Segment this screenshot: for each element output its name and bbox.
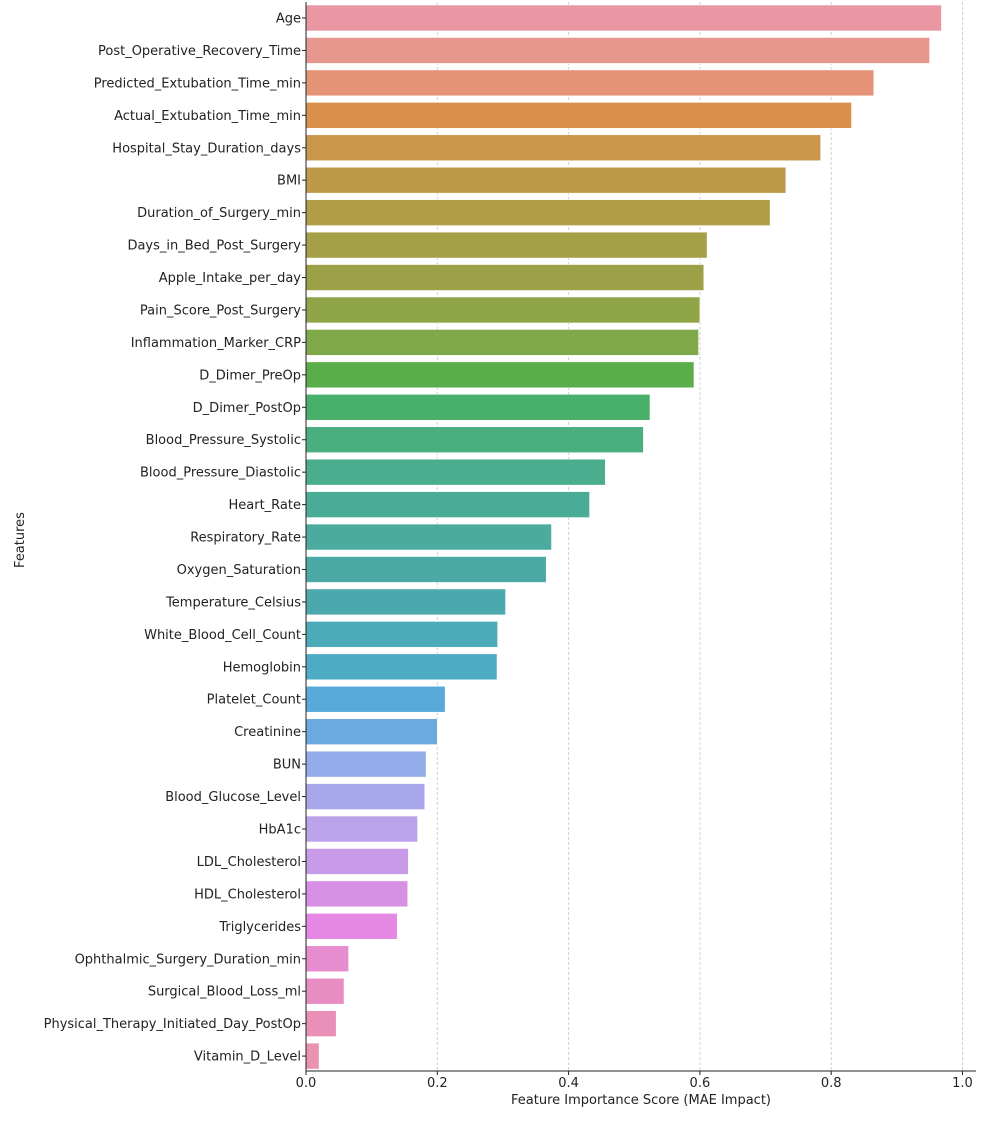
y-tick-labels: Age Post_Operative_Recovery_Time Predicted… — [44, 12, 306, 1065]
y-tick-label: Oxygen_Saturation — [177, 563, 301, 578]
y-tick-label: HbA1c — [259, 823, 301, 838]
bar-hba1c — [305, 815, 418, 843]
x-tick-label: 0.4 — [558, 1076, 579, 1091]
y-tick-label: LDL_Cholesterol — [197, 855, 301, 870]
y-tick-label: Predicted_Extubation_Time_min — [94, 76, 301, 91]
bar-triglycerides — [305, 913, 398, 940]
bar-inflammation-marker-crp — [305, 329, 699, 356]
y-tick-label: Days_in_Bed_Post_Surgery — [127, 239, 301, 254]
y-tick-label: Triglycerides — [218, 920, 301, 935]
bar-predicted-extubation-time-min — [305, 69, 875, 97]
bar-apple-intake-per-day — [305, 264, 705, 291]
y-tick-label: Age — [276, 12, 301, 27]
y-tick-label: Duration_of_Surgery_min — [137, 206, 301, 221]
y-tick-label: Blood_Pressure_Diastolic — [140, 466, 301, 481]
y-tick-label: Hospital_Stay_Duration_days — [112, 141, 301, 156]
bar-ldl-cholesterol — [305, 848, 409, 875]
bars — [305, 4, 942, 1070]
y-tick-label: D_Dimer_PostOp — [193, 401, 301, 416]
bar-blood-glucose-level — [305, 783, 426, 810]
bar-heart-rate — [305, 491, 590, 518]
bar-platelet-count — [305, 685, 446, 713]
bar-d-dimer-postop — [305, 393, 651, 421]
bar-temperature-celsius — [305, 588, 506, 616]
x-tick-labels: 0.0 0.2 0.4 0.6 0.8 1.0 — [296, 1071, 973, 1091]
y-tick-label: Respiratory_Rate — [190, 531, 301, 546]
bar-d-dimer-preop — [305, 361, 695, 389]
bar-age — [305, 4, 942, 32]
y-axis-label: Features — [13, 512, 28, 568]
bar-hdl-cholesterol — [305, 880, 409, 908]
x-tick-label: 1.0 — [952, 1076, 973, 1091]
bar-blood-pressure-diastolic — [305, 458, 606, 486]
bar-vitamin-d-level — [305, 1042, 320, 1070]
bar-blood-pressure-systolic — [305, 426, 644, 454]
bar-physical-therapy-initiated-day-postop — [305, 1010, 337, 1037]
x-tick-label: 0.0 — [296, 1076, 317, 1091]
x-tick-label: 0.6 — [690, 1076, 711, 1091]
y-tick-label: Physical_Therapy_Initiated_Day_PostOp — [44, 1017, 301, 1032]
y-tick-label: Post_Operative_Recovery_Time — [98, 44, 301, 59]
x-axis-label: Feature Importance Score (MAE Impact) — [511, 1093, 771, 1108]
y-tick-label: Surgical_Blood_Loss_ml — [148, 985, 301, 1000]
bar-post-operative-recovery-time — [305, 37, 930, 64]
y-tick-label: Hemoglobin — [223, 660, 301, 675]
y-tick-label: Ophthalmic_Surgery_Duration_min — [75, 952, 301, 967]
bar-pain-score-post-surgery — [305, 296, 701, 324]
y-tick-label: Temperature_Celsius — [165, 595, 301, 610]
y-tick-label: HDL_Cholesterol — [194, 887, 301, 902]
y-tick-label: Blood_Glucose_Level — [165, 790, 301, 805]
bar-oxygen-saturation — [305, 556, 547, 583]
bar-surgical-blood-loss-ml — [305, 977, 345, 1005]
y-tick-label: White_Blood_Cell_Count — [144, 628, 301, 643]
bar-days-in-bed-post-surgery — [305, 231, 708, 259]
y-tick-label: BUN — [273, 758, 301, 773]
bar-duration-of-surgery-min — [305, 199, 771, 226]
bar-respiratory-rate — [305, 523, 552, 551]
bar-bun — [305, 750, 427, 778]
bar-hospital-stay-duration-days — [305, 134, 821, 162]
y-tick-label: Apple_Intake_per_day — [159, 271, 302, 286]
y-tick-label: Actual_Extubation_Time_min — [114, 109, 301, 124]
bar-white-blood-cell-count — [305, 621, 498, 648]
bar-actual-extubation-time-min — [305, 102, 852, 129]
y-tick-label: Platelet_Count — [207, 693, 301, 708]
y-tick-label: Heart_Rate — [229, 498, 302, 513]
x-tick-label: 0.2 — [427, 1076, 448, 1091]
y-tick-label: Inflammation_Marker_CRP — [131, 336, 301, 351]
y-tick-label: Creatinine — [234, 725, 301, 740]
bar-bmi — [305, 166, 787, 194]
x-tick-label: 0.8 — [821, 1076, 842, 1091]
bar-hemoglobin — [305, 653, 498, 681]
y-tick-label: Blood_Pressure_Systolic — [146, 433, 301, 448]
bar-ophthalmic-surgery-duration-min — [305, 945, 349, 973]
y-tick-label: BMI — [277, 174, 301, 189]
y-tick-label: Vitamin_D_Level — [194, 1050, 301, 1065]
bar-creatinine — [305, 718, 438, 745]
y-tick-label: Pain_Score_Post_Surgery — [140, 303, 301, 318]
y-tick-label: D_Dimer_PreOp — [199, 368, 301, 383]
